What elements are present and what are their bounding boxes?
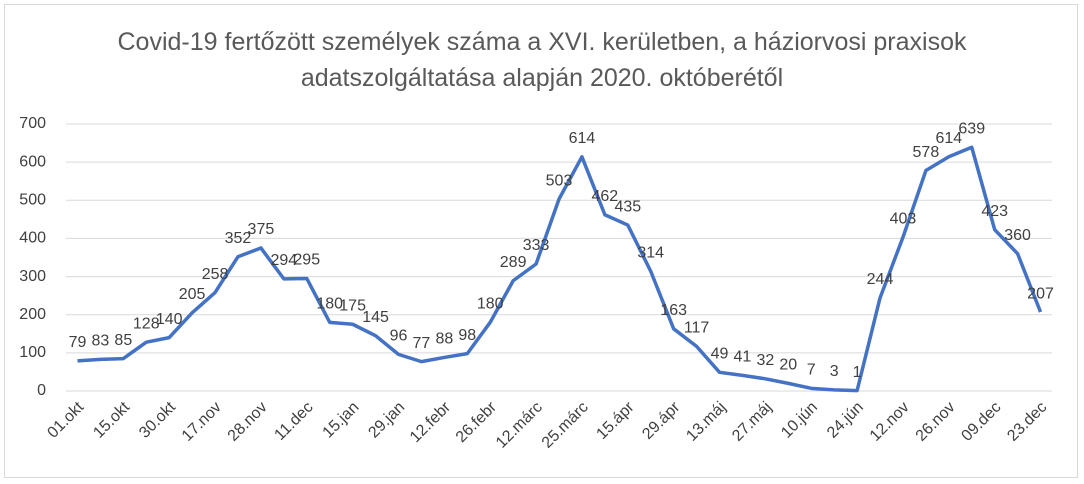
data-line (77, 145, 1043, 393)
x-tick-label: 01.okt (44, 398, 87, 441)
x-tick-label: 11.dec (271, 399, 316, 444)
data-label: 258 (202, 266, 229, 283)
x-tick-label: 15.ápr (593, 398, 638, 443)
data-label: 614 (935, 130, 962, 147)
data-label: 98 (458, 327, 476, 344)
data-label: 333 (523, 237, 550, 254)
x-tick-label: 12.nov (867, 399, 913, 445)
x-tick-label: 25.márc (539, 399, 592, 452)
x-tick-label: 15.jan (320, 399, 363, 442)
y-tick-label: 200 (19, 306, 46, 323)
data-label: 41 (734, 349, 752, 366)
data-label: 140 (156, 311, 183, 328)
x-tick-label: 29.jan (365, 399, 408, 442)
y-tick-label: 0 (37, 382, 46, 399)
data-label: 435 (614, 198, 641, 215)
data-label: 77 (413, 335, 431, 352)
x-tick-label: 15.okt (90, 398, 133, 441)
x-tick-label: 17.nov (179, 399, 225, 445)
y-tick-label: 100 (19, 344, 46, 361)
data-label: 180 (316, 296, 343, 313)
data-label: 128 (133, 315, 160, 332)
data-label: 85 (114, 332, 132, 349)
x-tick-label: 23.dec (1004, 399, 1050, 445)
data-label: 639 (958, 120, 985, 137)
data-label: 503 (546, 172, 573, 189)
data-label: 578 (913, 144, 940, 161)
x-tick-label: 30.okt (136, 398, 179, 441)
data-label: 614 (569, 130, 596, 147)
y-tick-label: 500 (19, 192, 46, 209)
data-label: 314 (637, 244, 664, 261)
data-label: 180 (477, 296, 504, 313)
data-label: 360 (1004, 227, 1031, 244)
data-label: 289 (500, 254, 527, 271)
data-label: 1 (853, 364, 862, 381)
data-label: 207 (1027, 285, 1054, 302)
data-label: 49 (711, 346, 729, 363)
x-tick-label: 28.nov (225, 399, 271, 445)
data-label: 20 (779, 357, 797, 374)
x-tick-label: 10.jún (778, 399, 821, 442)
data-label: 163 (660, 302, 687, 319)
y-tick-label: 300 (19, 268, 46, 285)
data-label: 205 (179, 286, 206, 303)
x-tick-label: 26.nov (913, 399, 959, 445)
data-label: 244 (867, 271, 894, 288)
data-label: 3 (830, 363, 839, 380)
data-label: 88 (435, 331, 453, 348)
data-label: 375 (248, 221, 275, 238)
x-tick-label: 24.jún (824, 399, 867, 442)
data-label: 145 (362, 309, 389, 326)
chart-title: Covid-19 fertőzött személyek száma a XVI… (117, 28, 967, 92)
y-tick-label: 600 (19, 153, 46, 170)
x-tick-label: 29.ápr (639, 398, 684, 443)
y-tick-label: 400 (19, 230, 46, 247)
data-label: 32 (756, 352, 774, 369)
data-label: 423 (981, 203, 1008, 220)
x-tick-label: 12.márc (493, 399, 546, 452)
data-label: 462 (592, 188, 619, 205)
data-label: 7 (807, 362, 816, 379)
x-tick-label: 12.febr (407, 398, 455, 446)
y-tick-label: 700 (19, 115, 46, 132)
x-tick-label: 09.dec (958, 399, 1004, 445)
data-label: 352 (225, 230, 252, 247)
data-label: 294 (270, 252, 297, 269)
data-label: 175 (339, 297, 366, 314)
x-tick-label: 13.máj (683, 399, 729, 445)
data-label: 96 (390, 328, 408, 345)
data-label: 295 (293, 252, 320, 269)
x-tick-label: 27.máj (729, 399, 775, 445)
data-label: 117 (684, 320, 710, 337)
data-label: 79 (69, 334, 87, 351)
chart-border (4, 4, 1078, 478)
data-label: 83 (91, 333, 109, 350)
data-label: 403 (890, 211, 917, 228)
